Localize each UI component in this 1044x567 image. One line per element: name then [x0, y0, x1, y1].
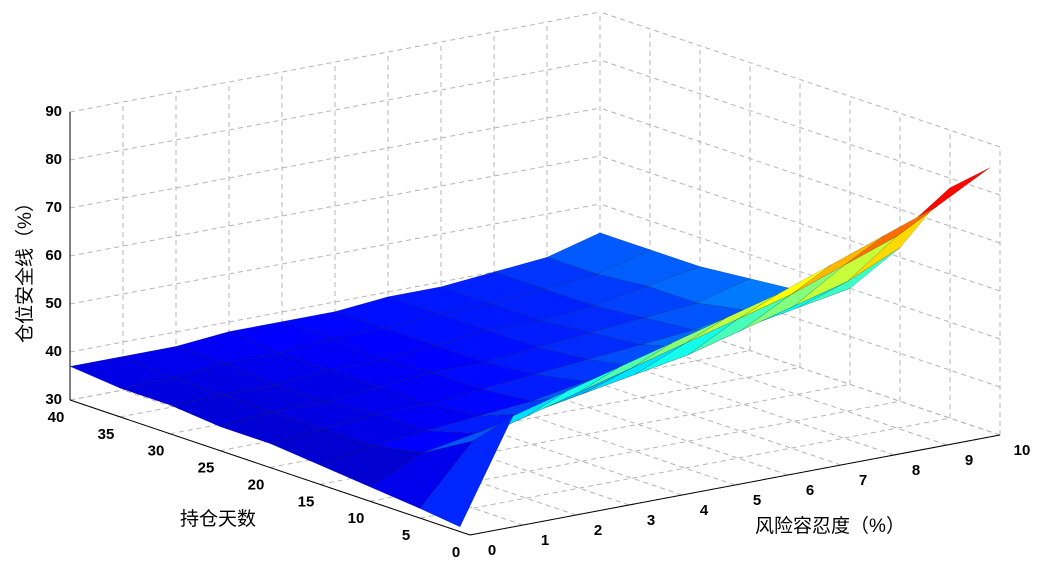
surface-patch	[537, 332, 642, 360]
y-tick-label: 0	[452, 544, 460, 561]
surface-patch	[372, 430, 477, 454]
y-tick-label: 10	[348, 510, 365, 527]
y-tick-label: 20	[248, 476, 265, 493]
z-tick-label: 80	[45, 151, 62, 168]
x-tick-label: 8	[912, 462, 920, 479]
surface-patch	[646, 266, 751, 304]
grid-line	[599, 155, 1001, 292]
grid-line	[599, 203, 1001, 340]
y-tick-label: 40	[48, 409, 65, 426]
y-tick-label: 25	[198, 460, 215, 477]
y-tick-label: 15	[298, 493, 315, 510]
surface-patch	[169, 394, 274, 427]
z-tick-label: 40	[45, 343, 62, 360]
grid-line	[599, 107, 1001, 244]
grid-line	[599, 59, 1001, 196]
x-tick-label: 9	[965, 452, 973, 469]
x-tick-label: 6	[806, 482, 814, 499]
x-tick-label: 2	[594, 522, 602, 539]
z-axis-label: 仓位安全线（%）	[14, 193, 36, 343]
y-axis	[69, 399, 471, 536]
x-tick-label: 10	[1014, 442, 1031, 459]
surface-patch	[219, 411, 324, 444]
y-axis-label: 持仓天数	[180, 508, 256, 530]
z-tick-label: 50	[45, 295, 62, 312]
z-tick-label: 90	[45, 103, 62, 120]
surface-patch	[846, 187, 951, 282]
z-tick-label: 70	[45, 199, 62, 216]
y-tick-label: 5	[402, 527, 410, 544]
z-tick-label: 30	[45, 391, 62, 408]
surface-patch	[596, 249, 701, 287]
x-tick-label: 3	[647, 512, 655, 529]
x-tick-label: 7	[859, 472, 867, 489]
y-tick-label: 35	[98, 426, 115, 443]
surface-patch	[419, 415, 514, 528]
grid-line	[599, 11, 1001, 148]
y-tick-label: 30	[148, 443, 165, 460]
surface-patch	[793, 235, 898, 307]
x-axis-label: 风险容忍度（%）	[755, 515, 905, 537]
x-axis	[469, 434, 1001, 536]
x-tick-label: 4	[700, 502, 709, 519]
x-tick-label: 1	[541, 532, 549, 549]
surface-patch	[543, 273, 648, 307]
surface	[69, 167, 991, 528]
z-tick-label: 60	[45, 247, 62, 264]
surface-patch	[540, 305, 645, 333]
surface-patch	[843, 206, 938, 266]
axes: 0123456789100510152025303540304050607080…	[45, 103, 1030, 561]
x-tick-label: 0	[488, 542, 496, 559]
x-tick-label: 5	[753, 492, 761, 509]
